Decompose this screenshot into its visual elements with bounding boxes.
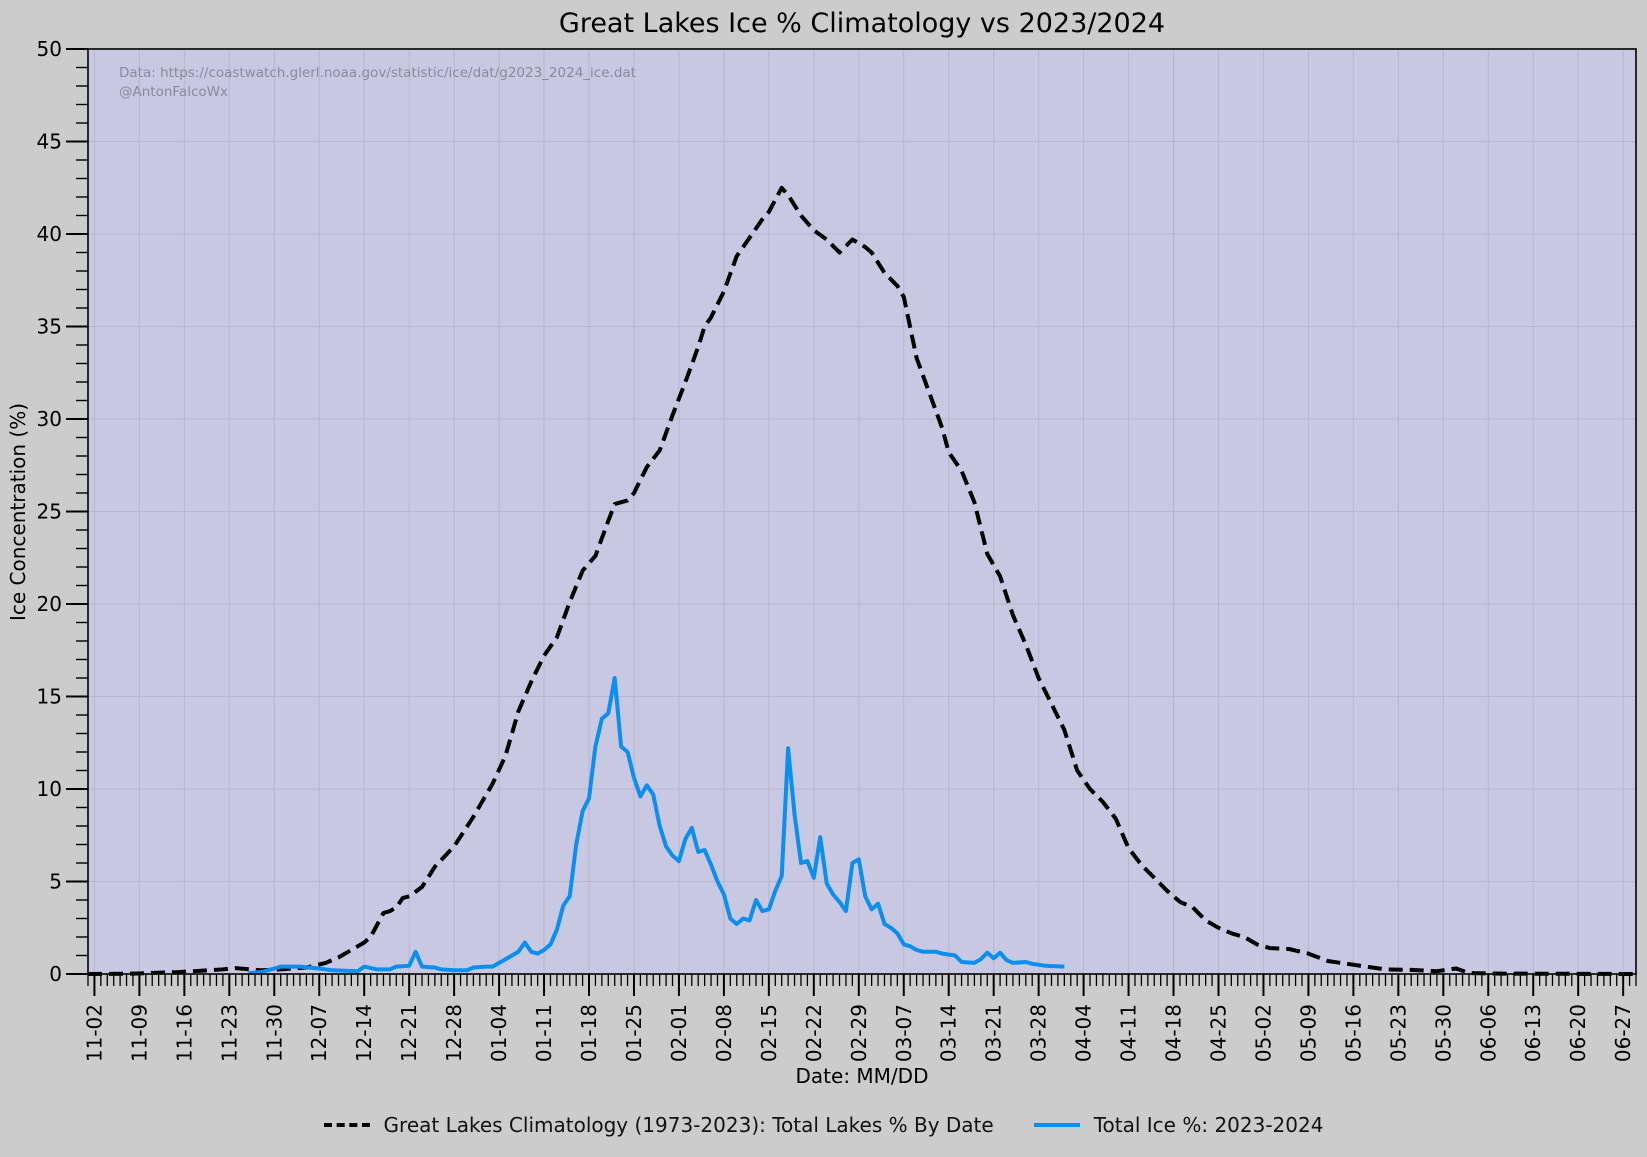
legend-swatch-solid xyxy=(1033,1123,1080,1127)
series-layer xyxy=(87,185,1637,976)
x-axis: 11-02 11-09 11-16 11-23 11-30 12-07 12-14 12-21… xyxy=(82,974,1637,1062)
y-tick-label: 10 xyxy=(37,777,62,801)
legend-label-climatology: Great Lakes Climatology (1973-2023): Tot… xyxy=(383,1113,994,1137)
x-tick-label: 04-25 xyxy=(1206,1004,1230,1062)
y-tick-label: 15 xyxy=(37,685,62,709)
y-tick-label: 25 xyxy=(37,500,62,524)
y-tick-label: 45 xyxy=(37,130,62,154)
x-tick-label: 05-02 xyxy=(1251,1004,1275,1062)
x-axis-label: Date: MM/DD xyxy=(796,1064,929,1088)
x-tick-label: 04-11 xyxy=(1117,1004,1141,1062)
legend: Great Lakes Climatology (1973-2023): Tot… xyxy=(0,1113,1647,1137)
y-tick-label: 40 xyxy=(37,222,62,246)
x-tick-label: 12-21 xyxy=(397,1004,421,1062)
y-axis-label: Ice Concentration (%) xyxy=(6,403,30,621)
legend-label-2023-2024: Total Ice %: 2023-2024 xyxy=(1093,1113,1324,1137)
series-line-climatology xyxy=(87,185,1637,976)
x-tick-label: 11-30 xyxy=(262,1004,286,1062)
y-tick-label: 0 xyxy=(49,962,62,986)
x-tick-label: 05-30 xyxy=(1431,1004,1455,1062)
x-tick-label: 03-14 xyxy=(937,1004,961,1062)
x-tick-label: 06-27 xyxy=(1611,1004,1635,1062)
legend-swatch-dashed xyxy=(323,1123,370,1127)
x-tick-label: 12-07 xyxy=(307,1004,331,1062)
x-tick-label: 04-18 xyxy=(1162,1004,1186,1062)
x-tick-label: 11-09 xyxy=(127,1004,151,1062)
x-tick-label: 01-11 xyxy=(532,1004,556,1062)
chart-title: Great Lakes Ice % Climatology vs 2023/20… xyxy=(559,8,1165,39)
x-tick-label: 01-18 xyxy=(577,1004,601,1062)
x-tick-label: 06-06 xyxy=(1476,1004,1500,1062)
x-tick-label: 04-04 xyxy=(1072,1004,1096,1062)
data-source-annotation: Data: https://coastwatch.glerl.noaa.gov/… xyxy=(119,65,636,81)
x-tick-label: 02-15 xyxy=(757,1004,781,1062)
x-tick-label: 02-08 xyxy=(712,1004,736,1062)
legend-item-2023-2024: Total Ice %: 2023-2024 xyxy=(1033,1113,1324,1137)
y-tick-label: 20 xyxy=(37,592,62,616)
x-tick-label: 06-13 xyxy=(1521,1004,1545,1062)
x-tick-label: 05-16 xyxy=(1341,1004,1365,1062)
y-tick-label: 35 xyxy=(37,315,62,339)
y-tick-label: 50 xyxy=(37,37,62,61)
x-tick-label: 02-29 xyxy=(847,1004,871,1062)
series-line-2023-2024 xyxy=(248,676,1065,976)
x-tick-label: 01-25 xyxy=(622,1004,646,1062)
x-tick-label: 03-07 xyxy=(892,1004,916,1062)
x-tick-label: 02-22 xyxy=(802,1004,826,1062)
legend-item-climatology: Great Lakes Climatology (1973-2023): Tot… xyxy=(323,1113,994,1137)
y-tick-label: 30 xyxy=(37,407,62,431)
x-tick-label: 05-09 xyxy=(1296,1004,1320,1062)
x-tick-label: 11-02 xyxy=(82,1004,106,1062)
x-tick-label: 01-04 xyxy=(487,1004,511,1062)
x-tick-label: 12-14 xyxy=(352,1004,376,1062)
y-tick-label: 5 xyxy=(49,870,62,894)
author-annotation: @AntonFalcoWx xyxy=(119,84,228,100)
x-tick-label: 05-23 xyxy=(1386,1004,1410,1062)
x-tick-label: 03-28 xyxy=(1027,1004,1051,1062)
y-axis: 0 5 10 15 20 25 30 35 40 45 50 xyxy=(37,37,88,986)
x-tick-label: 03-21 xyxy=(982,1004,1006,1062)
x-tick-label: 02-01 xyxy=(667,1004,691,1062)
x-tick-label: 11-16 xyxy=(172,1004,196,1062)
x-tick-label: 06-20 xyxy=(1566,1004,1590,1062)
x-tick-label: 11-23 xyxy=(217,1004,241,1062)
x-tick-label: 12-28 xyxy=(442,1004,466,1062)
